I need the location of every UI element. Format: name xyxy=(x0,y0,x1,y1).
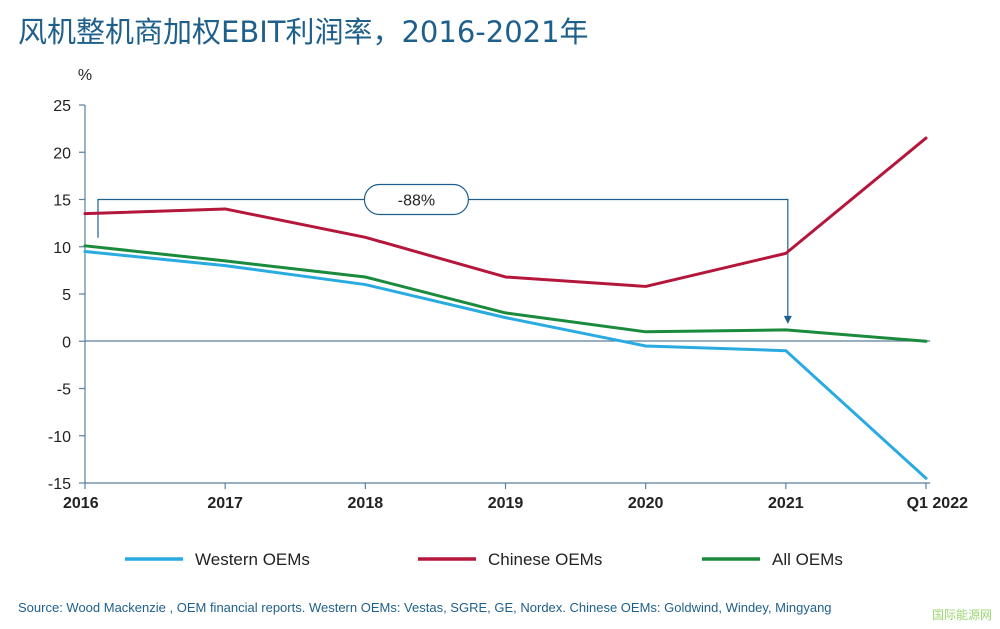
legend-label: Western OEMs xyxy=(195,550,310,569)
watermark: 国际能源网 xyxy=(931,608,992,622)
y-tick-label: 15 xyxy=(53,193,71,210)
source-note: Source: Wood Mackenzie , OEM financial r… xyxy=(18,600,832,615)
legend-label: Chinese OEMs xyxy=(488,550,602,569)
y-tick-label: -10 xyxy=(48,429,71,446)
chart-title: 风机整机商加权EBIT利润率，2016-2021年 xyxy=(18,15,589,49)
x-tick-label: Q1 2022 xyxy=(907,495,968,512)
legend-label: All OEMs xyxy=(772,550,843,569)
y-tick-label: 5 xyxy=(62,287,71,304)
y-tick-label: 25 xyxy=(53,98,71,115)
x-tick-label: 2019 xyxy=(488,495,524,512)
y-tick-label: -15 xyxy=(48,476,71,493)
y-tick-label: -5 xyxy=(57,382,71,399)
y-tick-label: 0 xyxy=(62,334,71,351)
y-tick-label: 10 xyxy=(53,240,71,257)
x-tick-label: 2018 xyxy=(348,495,384,512)
annotation-pill xyxy=(363,183,470,216)
x-tick-label: 2016 xyxy=(63,495,99,512)
series-line-western-oems xyxy=(83,249,928,480)
x-tick-label: 2020 xyxy=(628,495,664,512)
x-tick-label: 2021 xyxy=(768,495,804,512)
y-axis-unit-label: % xyxy=(78,67,92,84)
y-tick-label: 20 xyxy=(53,145,71,162)
series-line-all-oems xyxy=(83,244,928,343)
annotation-arrowhead xyxy=(783,315,792,324)
annotation-label: -88% xyxy=(398,193,435,210)
x-tick-label: 2017 xyxy=(207,495,243,512)
series-line-chinese-oems xyxy=(83,136,928,288)
